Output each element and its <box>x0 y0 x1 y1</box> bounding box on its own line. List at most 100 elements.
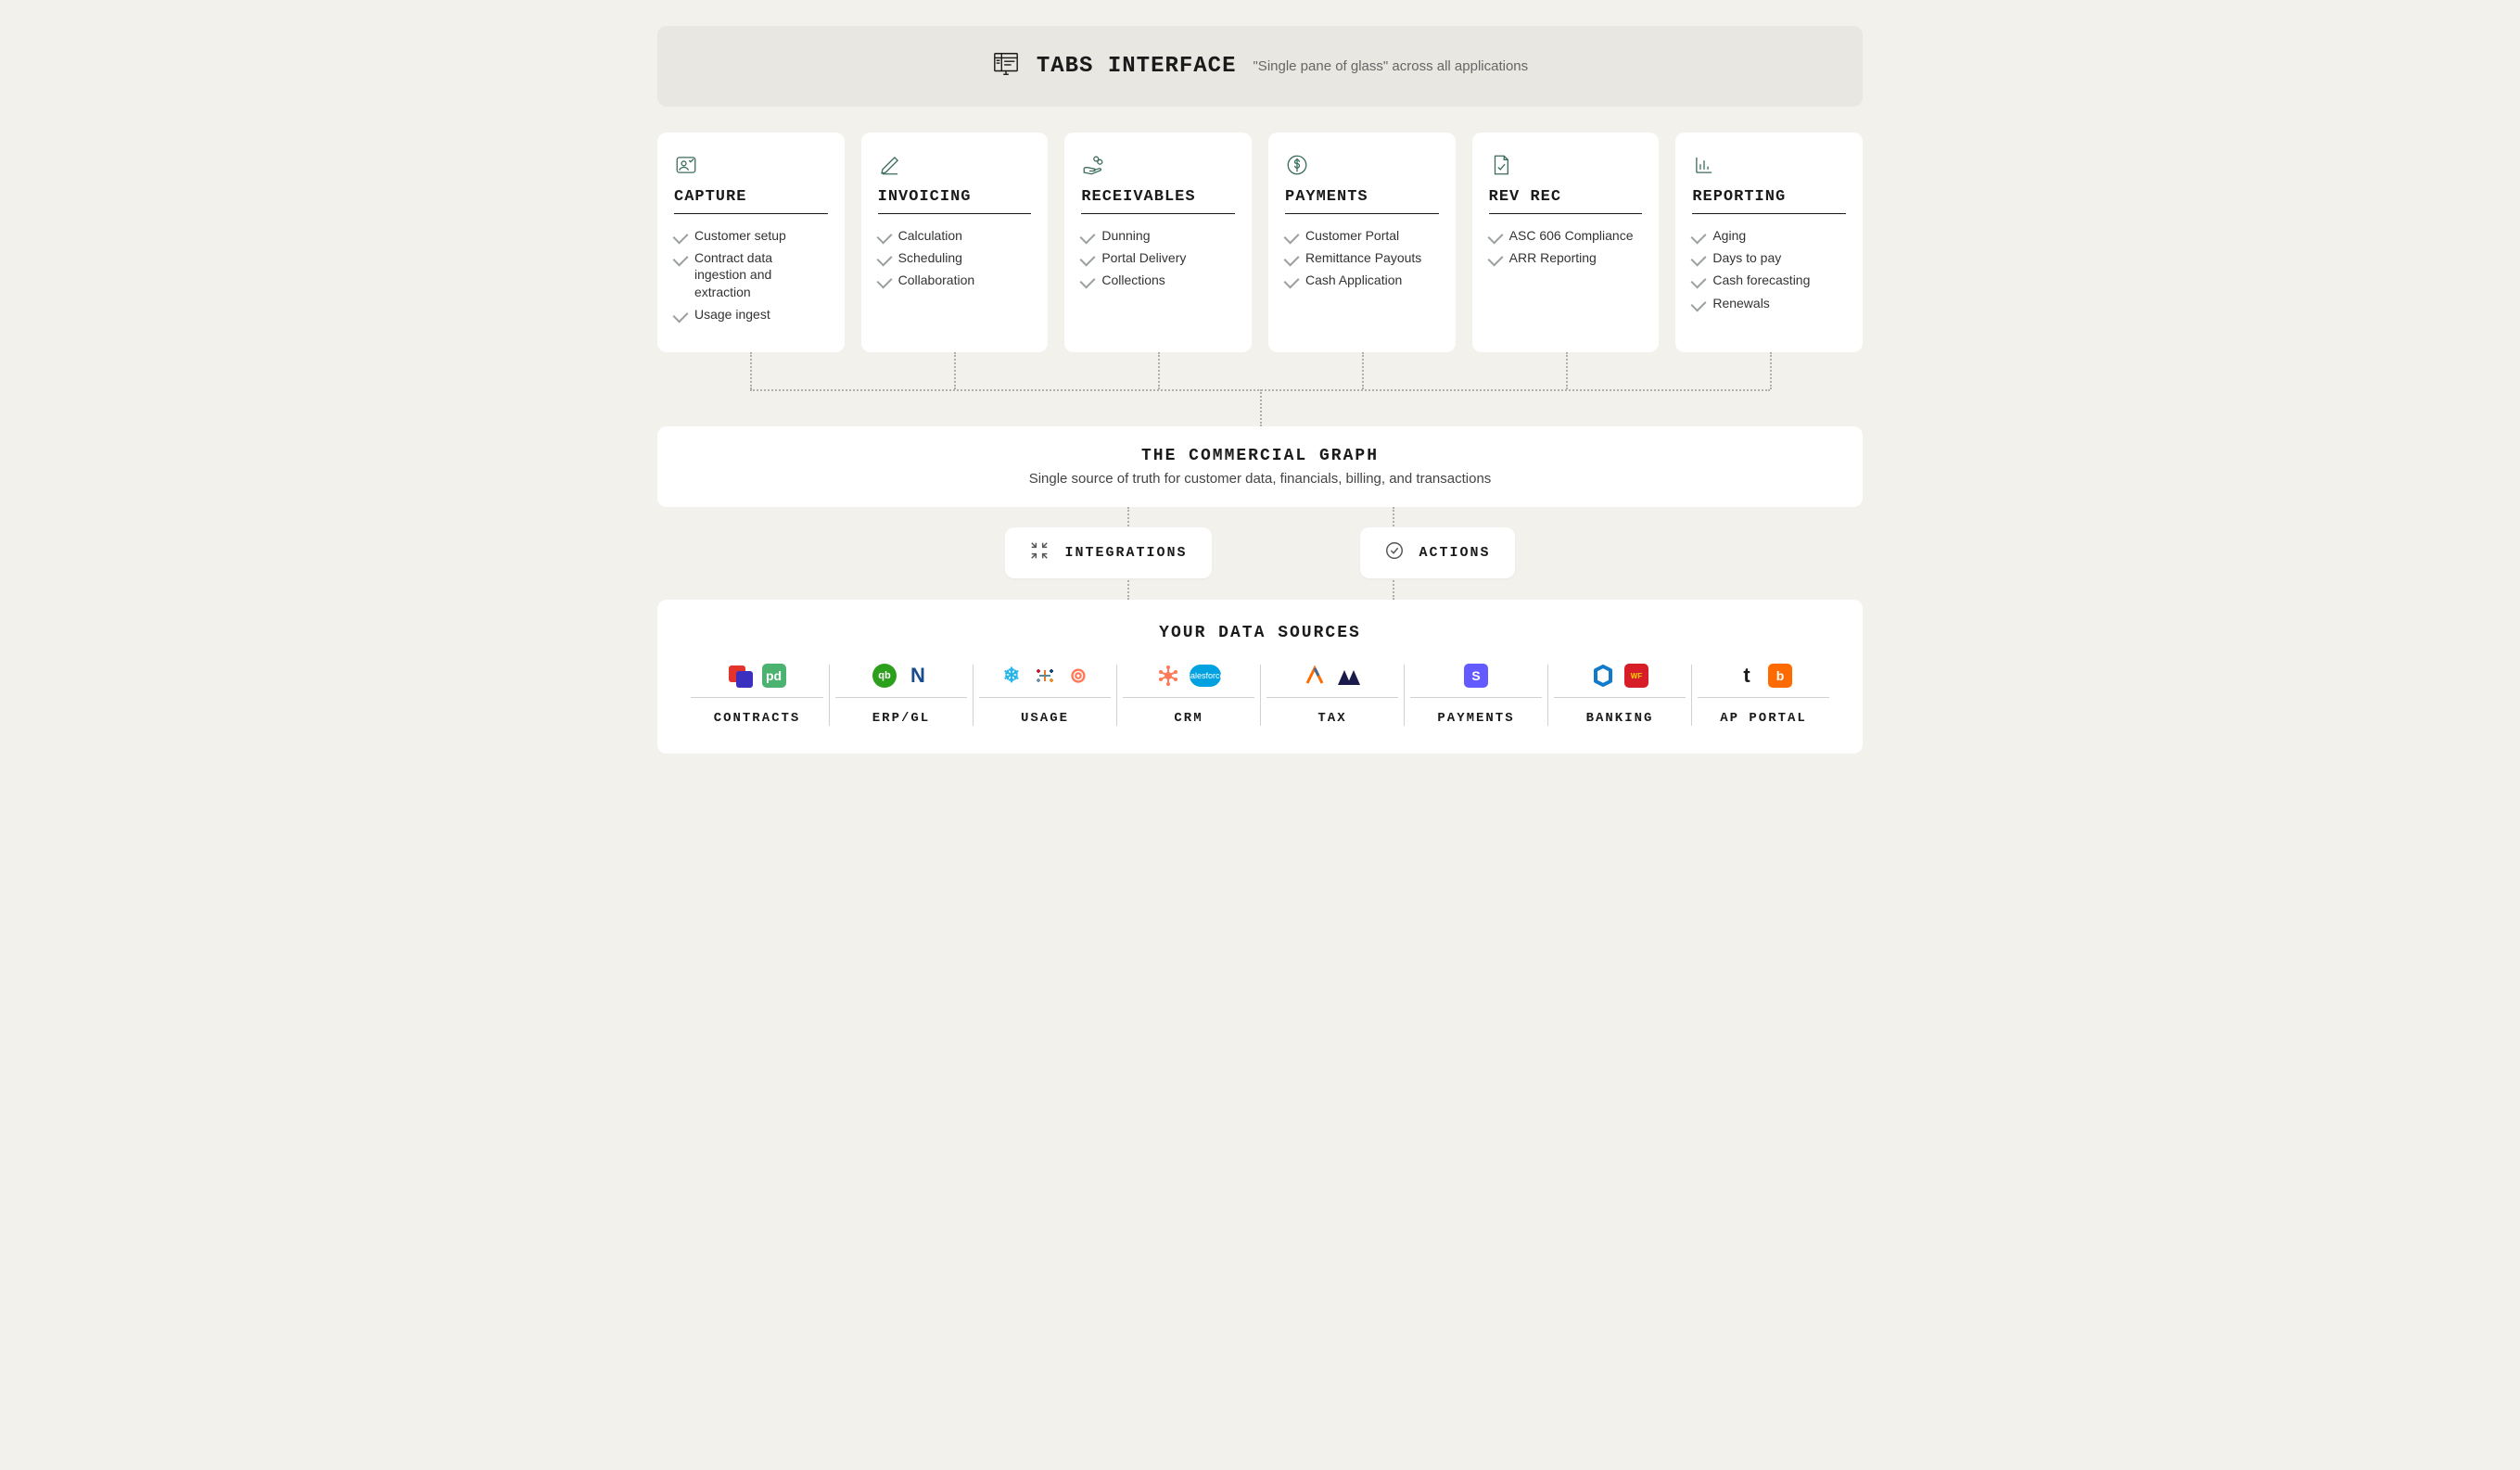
module-item: Cash Application <box>1285 272 1439 288</box>
source-cell-tax: TAX <box>1260 665 1404 726</box>
dollar-circle-icon <box>1285 153 1439 179</box>
module-item: Aging <box>1692 227 1846 244</box>
source-cell-usage: ❄⊚USAGE <box>973 665 1116 726</box>
module-item: Remittance Payouts <box>1285 249 1439 266</box>
logo-chase <box>1591 664 1615 688</box>
module-items: Aging Days to pay Cash forecasting Renewals <box>1692 227 1846 311</box>
source-logos: salesforce <box>1123 665 1254 698</box>
module-item: ARR Reporting <box>1489 249 1643 266</box>
source-label: PAYMENTS <box>1410 711 1542 726</box>
source-logos: ❄⊚ <box>979 665 1111 698</box>
logo-avalara <box>1303 664 1327 688</box>
module-item: Renewals <box>1692 295 1846 311</box>
logo-wellsfargo: WF <box>1624 664 1648 688</box>
module-card-payments: PAYMENTS Customer Portal Remittance Payout… <box>1268 133 1456 352</box>
logo-hubspot-u: ⊚ <box>1066 664 1090 688</box>
module-item: Customer Portal <box>1285 227 1439 244</box>
logo-tableau <box>1033 664 1057 688</box>
module-item: Collaboration <box>878 272 1032 288</box>
file-check-icon <box>1489 153 1643 179</box>
actions-pill: ACTIONS <box>1360 527 1515 578</box>
module-items: ASC 606 Compliance ARR Reporting <box>1489 227 1643 266</box>
module-items: Dunning Portal Delivery Collections <box>1081 227 1235 289</box>
logo-salesforce: salesforce <box>1190 665 1221 687</box>
module-item: Contract data ingestion and extraction <box>674 249 828 300</box>
bar-chart-icon <box>1692 153 1846 179</box>
actions-label: ACTIONS <box>1419 545 1491 561</box>
source-cell-contracts: pd CONTRACTS <box>685 665 829 726</box>
connector-pills-row: INTEGRATIONS ACTIONS <box>657 507 1863 600</box>
arrows-in-icon <box>1029 540 1050 565</box>
module-item: Collections <box>1081 272 1235 288</box>
integrations-label: INTEGRATIONS <box>1064 545 1187 561</box>
source-logos: WF <box>1554 665 1686 698</box>
logo-stripe: S <box>1464 664 1488 688</box>
source-label: TAX <box>1266 711 1398 726</box>
source-cell-apportal: tb AP PORTAL <box>1691 665 1835 726</box>
user-check-icon <box>674 153 828 179</box>
source-logos: qb N <box>835 665 967 698</box>
header-title: TABS INTERFACE <box>1037 54 1237 79</box>
tabs-interface-icon <box>992 50 1020 82</box>
data-sources-title: YOUR DATA SOURCES <box>685 624 1835 642</box>
source-logos: pd <box>691 665 823 698</box>
commercial-graph-box: THE COMMERCIAL GRAPH Single source of tr… <box>657 426 1863 507</box>
source-cell-crm: salesforce CRM <box>1116 665 1260 726</box>
module-item: Calculation <box>878 227 1032 244</box>
source-label: AP PORTAL <box>1698 711 1829 726</box>
module-title: REPORTING <box>1692 188 1846 214</box>
source-label: BANKING <box>1554 711 1686 726</box>
source-label: CRM <box>1123 711 1254 726</box>
logo-quickbooks: qb <box>872 664 897 688</box>
hand-coins-icon <box>1081 153 1235 179</box>
graph-subtitle: Single source of truth for customer data… <box>678 471 1842 487</box>
module-items: Customer Portal Remittance Payouts Cash Ap… <box>1285 227 1439 289</box>
module-items: Customer setup Contract data ingestion an… <box>674 227 828 323</box>
module-card-revrec: REV REC ASC 606 Compliance ARR Reporting <box>1472 133 1660 352</box>
source-label: CONTRACTS <box>691 711 823 726</box>
module-card-reporting: REPORTING Aging Days to pay Cash forecastin… <box>1675 133 1863 352</box>
module-title: INVOICING <box>878 188 1032 214</box>
pencil-icon <box>878 153 1032 179</box>
logo-tipalti: t <box>1735 664 1759 688</box>
check-circle-icon <box>1384 540 1405 565</box>
source-label: ERP/GL <box>835 711 967 726</box>
module-card-capture: CAPTURE Customer setup Contract data inges… <box>657 133 845 352</box>
module-item: ASC 606 Compliance <box>1489 227 1643 244</box>
module-card-receivables: RECEIVABLES Dunning Portal Delivery Collect… <box>1064 133 1252 352</box>
module-item: Scheduling <box>878 249 1032 266</box>
module-card-invoicing: INVOICING Calculation Scheduling Collaborat… <box>861 133 1049 352</box>
source-logos: S <box>1410 665 1542 698</box>
source-logos: tb <box>1698 665 1829 698</box>
module-item: Customer setup <box>674 227 828 244</box>
module-cards-row: CAPTURE Customer setup Contract data inges… <box>657 133 1863 352</box>
logo-pandadoc: pd <box>762 664 786 688</box>
logo-hubspot <box>1156 664 1180 688</box>
source-logos <box>1266 665 1398 698</box>
module-item: Dunning <box>1081 227 1235 244</box>
logo-snowflake: ❄ <box>999 664 1024 688</box>
module-items: Calculation Scheduling Collaboration <box>878 227 1032 289</box>
data-sources-box: YOUR DATA SOURCES pdCONTRACTSqbNERP/GL❄⊚… <box>657 600 1863 754</box>
header-bar: TABS INTERFACE "Single pane of glass" ac… <box>657 26 1863 107</box>
module-title: PAYMENTS <box>1285 188 1439 214</box>
logo-anrok <box>1336 665 1362 687</box>
module-item: Usage ingest <box>674 306 828 323</box>
module-item: Days to pay <box>1692 249 1846 266</box>
logo-docusign <box>729 664 753 688</box>
module-item: Portal Delivery <box>1081 249 1235 266</box>
module-title: CAPTURE <box>674 188 828 214</box>
source-label: USAGE <box>979 711 1111 726</box>
header-subtitle: "Single pane of glass" across all applic… <box>1253 58 1528 74</box>
connector-cards-to-graph <box>685 352 1835 426</box>
logo-bill: b <box>1768 664 1792 688</box>
integrations-pill: INTEGRATIONS <box>1005 527 1211 578</box>
source-cell-banking: WF BANKING <box>1547 665 1691 726</box>
module-title: RECEIVABLES <box>1081 188 1235 214</box>
data-sources-grid: pdCONTRACTSqbNERP/GL❄⊚USAGEsalesforceCRM… <box>685 665 1835 726</box>
logo-netsuite: N <box>906 664 930 688</box>
source-cell-erpgl: qb N ERP/GL <box>829 665 973 726</box>
source-cell-payments: S PAYMENTS <box>1404 665 1547 726</box>
module-title: REV REC <box>1489 188 1643 214</box>
module-item: Cash forecasting <box>1692 272 1846 288</box>
